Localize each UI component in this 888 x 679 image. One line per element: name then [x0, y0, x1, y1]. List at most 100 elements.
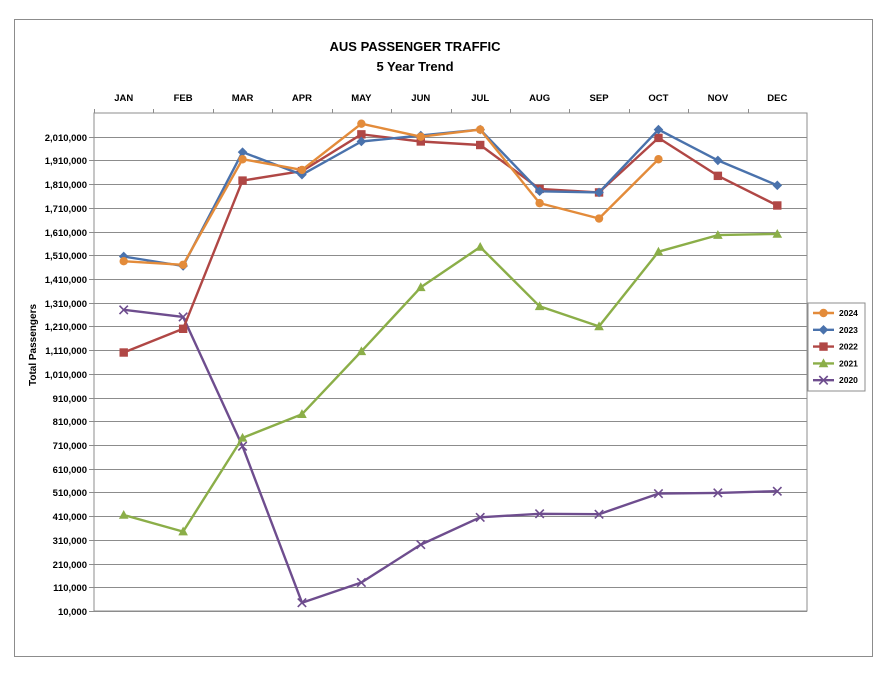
data-point-2021	[356, 346, 367, 356]
data-point-2020	[594, 509, 604, 520]
data-point-2021	[772, 228, 783, 238]
data-point-2024	[178, 260, 188, 269]
series-line-2024	[123, 122, 660, 266]
legend-entry-2022: 2022	[813, 342, 858, 352]
data-point-2021	[475, 241, 486, 251]
data-point-2022	[178, 324, 188, 333]
data-point-2021	[534, 301, 545, 311]
y-tick-label: 1,010,000	[45, 370, 87, 381]
grid-layer	[93, 112, 808, 612]
series-2024	[119, 119, 663, 269]
data-point-2023	[713, 155, 723, 166]
data-point-2024	[119, 257, 128, 266]
data-point-2021	[713, 230, 723, 239]
data-point-2020	[534, 509, 545, 519]
chart-canvas: AUS PASSENGER TRAFFIC 5 Year Trend Total…	[28, 39, 866, 618]
data-point-2021	[653, 246, 664, 256]
y-tick-label: 810,000	[53, 417, 87, 428]
y-tick-label: 510,000	[53, 488, 87, 499]
y-tick-label: 1,410,000	[45, 275, 87, 286]
y-tick-label: 610,000	[53, 465, 87, 476]
data-point-2022	[476, 140, 485, 150]
data-point-2020	[356, 577, 367, 588]
legend-entry-2024: 2024	[813, 308, 858, 318]
data-point-2022	[357, 130, 366, 139]
series-2020	[118, 305, 783, 608]
chart-title: AUS PASSENGER TRAFFIC	[330, 39, 502, 54]
data-point-2021	[178, 526, 188, 536]
legend-entry-2020: 2020	[813, 375, 858, 385]
y-tick-label: 210,000	[53, 560, 87, 571]
y-tick-label: 1,310,000	[45, 299, 87, 310]
series-2022	[119, 130, 782, 357]
legend-entry-2023: 2023	[813, 325, 858, 335]
data-point-2020	[772, 486, 783, 497]
series-line-2021	[123, 232, 778, 533]
legend-marker	[819, 342, 828, 351]
plot-area	[93, 112, 808, 612]
x-tick-label: JUN	[411, 93, 430, 104]
y-tick-label: 1,210,000	[45, 322, 87, 333]
x-tick-label: MAR	[232, 93, 254, 104]
y-tick-label: 1,710,000	[45, 204, 87, 215]
data-point-2023	[594, 187, 604, 198]
data-point-2023	[237, 147, 248, 157]
legend: 2024 2023 2022 2021 2020	[807, 302, 866, 392]
x-tick-label: JAN	[114, 93, 133, 104]
y-tick-label: 1,510,000	[45, 251, 87, 262]
data-point-2024	[297, 165, 307, 175]
y-tick-label: 710,000	[53, 441, 87, 452]
data-point-2023	[772, 180, 783, 191]
data-point-2024	[535, 198, 544, 208]
data-point-2024	[416, 132, 425, 141]
legend-marker	[818, 358, 829, 368]
series-2023	[118, 124, 783, 271]
series-line-2022	[123, 133, 778, 354]
y-tick-label: 1,810,000	[45, 180, 87, 191]
data-point-2021	[118, 509, 129, 519]
data-point-2024	[654, 155, 663, 164]
data-point-2021	[237, 432, 248, 442]
data-point-2023	[653, 124, 664, 135]
y-tick-label: 110,000	[53, 583, 87, 594]
y-tick-label: 1,910,000	[45, 156, 87, 167]
y-tick-label: 1,110,000	[45, 346, 87, 357]
y-tick-label: 1,610,000	[45, 228, 87, 239]
x-tick-label: NOV	[708, 93, 729, 104]
legend-marker	[819, 308, 828, 318]
chart-frame: AUS PASSENGER TRAFFIC 5 Year Trend Total…	[14, 19, 873, 657]
x-tick-label: OCT	[648, 93, 668, 104]
data-point-2020	[713, 488, 723, 498]
data-point-2020	[297, 597, 307, 608]
data-point-2022	[238, 176, 247, 185]
data-point-2021	[415, 282, 426, 292]
data-point-2021	[594, 321, 604, 331]
series-line-2020	[123, 308, 778, 604]
data-point-2020	[118, 305, 129, 315]
x-tick-label: DEC	[767, 93, 787, 104]
data-point-2024	[476, 125, 485, 134]
data-point-2021	[297, 409, 307, 418]
legend-label: 2023	[839, 325, 858, 335]
x-tick-label: SEP	[590, 93, 610, 104]
y-axis-label: Total Passengers	[28, 304, 39, 387]
data-point-2020	[416, 539, 426, 550]
legend-label: 2021	[839, 358, 858, 368]
data-point-2022	[654, 133, 663, 143]
series-layer	[118, 119, 783, 608]
legend-entry-2021: 2021	[813, 358, 858, 368]
legend-label: 2024	[839, 308, 858, 318]
y-tick-label: 2,010,000	[45, 133, 87, 144]
axis-layer: 2,010,000 1,910,000 1,810,000 1,710,000 1,61…	[45, 93, 788, 618]
legend-marker	[818, 325, 829, 335]
data-point-2022	[119, 348, 128, 357]
data-point-2022	[773, 201, 782, 210]
y-tick-label: 910,000	[53, 394, 87, 405]
x-tick-label: AUG	[529, 93, 550, 104]
data-point-2023	[297, 169, 307, 180]
x-tick-label: FEB	[174, 93, 193, 104]
x-tick-label: JUL	[471, 93, 489, 104]
data-point-2024	[594, 214, 604, 223]
data-point-2024	[238, 155, 247, 164]
data-point-2020	[475, 512, 485, 523]
